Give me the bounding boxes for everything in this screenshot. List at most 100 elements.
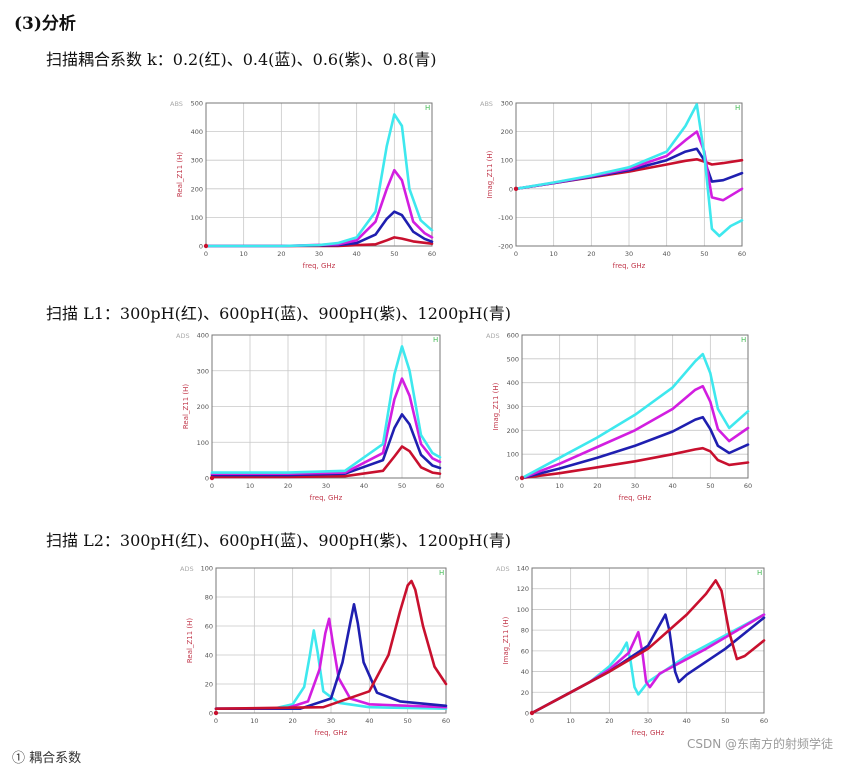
- y-axis-label: Imag_Z11 (H): [492, 382, 500, 430]
- x-axis-label: freq, GHz: [303, 262, 336, 270]
- y-tick-label: 80: [205, 594, 213, 602]
- corner-label: ABS: [170, 100, 183, 108]
- series-line-red: [520, 446, 750, 480]
- series-line-cyan: [210, 345, 442, 474]
- x-tick-label: 20: [587, 250, 595, 258]
- plot-frame: [515, 102, 743, 247]
- marker-label: H: [433, 336, 438, 344]
- y-tick-label: 300: [191, 157, 203, 165]
- x-tick-label: 10: [240, 250, 248, 258]
- y-axis-label: Real_Z11 (H): [182, 384, 190, 430]
- x-tick-label: 30: [315, 250, 323, 258]
- series-line-red: [214, 579, 448, 710]
- x-tick-label: 50: [721, 717, 729, 725]
- x-tick-label: 40: [683, 717, 691, 725]
- x-tick-label: 40: [353, 250, 361, 258]
- x-tick-label: 30: [631, 482, 639, 490]
- x-tick-label: 20: [289, 717, 297, 725]
- x-tick-label: 0: [214, 717, 218, 725]
- x-tick-label: 10: [246, 482, 254, 490]
- marker-label: H: [757, 569, 762, 577]
- sweep-title-k: 扫描耦合系数 k：0.2(红)、0.4(蓝)、0.6(紫)、0.8(青): [46, 50, 437, 69]
- series-line-cyan: [204, 113, 434, 248]
- corner-label: ADS: [496, 565, 510, 573]
- x-tick-label: 0: [520, 482, 524, 490]
- y-tick-label: 20: [521, 689, 529, 697]
- x-tick-label: 30: [327, 717, 335, 725]
- y-tick-label: 40: [205, 652, 213, 660]
- y-tick-label: 100: [191, 214, 203, 222]
- x-tick-label: 50: [404, 717, 412, 725]
- x-tick-label: 60: [744, 482, 752, 490]
- series-line-red: [530, 579, 766, 715]
- y-tick-label: 100: [201, 565, 213, 573]
- x-axis-label: freq, GHz: [310, 494, 343, 502]
- y-axis-label: Real_Z11 (H): [186, 618, 194, 664]
- origin-marker: [209, 475, 215, 481]
- corner-label: ADS: [486, 332, 500, 340]
- x-axis-label: freq, GHz: [632, 729, 665, 737]
- x-tick-label: 20: [605, 717, 613, 725]
- x-tick-label: 50: [390, 250, 398, 258]
- corner-label: ADS: [180, 565, 194, 573]
- y-tick-label: 100: [501, 157, 513, 165]
- y-tick-label: 60: [205, 623, 213, 631]
- series-line-cyan: [214, 629, 448, 710]
- y-tick-label: 600: [507, 332, 519, 340]
- y-tick-label: 300: [501, 100, 513, 108]
- x-tick-label: 50: [706, 482, 714, 490]
- marker-label: H: [735, 104, 740, 112]
- y-tick-label: 400: [191, 128, 203, 136]
- y-tick-label: 500: [191, 100, 203, 108]
- x-axis-label: freq, GHz: [315, 729, 348, 737]
- plot-frame: [211, 334, 441, 479]
- section-heading: (3)分析: [14, 14, 76, 34]
- y-tick-label: 100: [197, 439, 209, 447]
- series-line-magenta: [520, 384, 750, 480]
- corner-label: ADS: [176, 332, 190, 340]
- y-tick-label: 120: [517, 585, 529, 593]
- y-tick-label: 200: [501, 128, 513, 136]
- y-tick-label: 500: [507, 355, 519, 363]
- x-tick-label: 50: [700, 250, 708, 258]
- sweep-title-l2: 扫描 L2：300pH(红)、600pH(蓝)、900pH(紫)、1200pH(…: [46, 531, 511, 550]
- y-axis-label: Real_Z11 (H): [176, 152, 184, 198]
- x-tick-label: 30: [625, 250, 633, 258]
- y-tick-label: 20: [205, 681, 213, 689]
- origin-marker: [203, 243, 209, 249]
- x-tick-label: 20: [277, 250, 285, 258]
- y-tick-label: 0: [509, 185, 513, 193]
- x-tick-label: 30: [644, 717, 652, 725]
- y-tick-label: 100: [517, 606, 529, 614]
- marker-label: H: [741, 336, 746, 344]
- series-line-magenta: [210, 377, 442, 475]
- series-line-cyan: [514, 103, 744, 238]
- y-tick-label: 0: [199, 243, 203, 251]
- x-tick-label: 40: [365, 717, 373, 725]
- x-axis-label: freq, GHz: [613, 262, 646, 270]
- y-tick-label: 0: [515, 475, 519, 483]
- y-tick-label: 200: [507, 427, 519, 435]
- y-tick-label: 400: [197, 332, 209, 340]
- x-tick-label: 40: [669, 482, 677, 490]
- y-tick-label: 200: [197, 403, 209, 411]
- x-tick-label: 40: [360, 482, 368, 490]
- x-tick-label: 30: [322, 482, 330, 490]
- y-tick-label: 0: [209, 710, 213, 718]
- series-line-blue: [214, 602, 448, 710]
- x-tick-label: 60: [442, 717, 450, 725]
- x-tick-label: 0: [210, 482, 214, 490]
- series-line-magenta: [214, 617, 448, 710]
- origin-marker: [519, 475, 525, 481]
- y-tick-label: 300: [197, 367, 209, 375]
- y-tick-label: 100: [507, 451, 519, 459]
- series-line-red: [210, 445, 442, 479]
- origin-marker: [213, 710, 219, 716]
